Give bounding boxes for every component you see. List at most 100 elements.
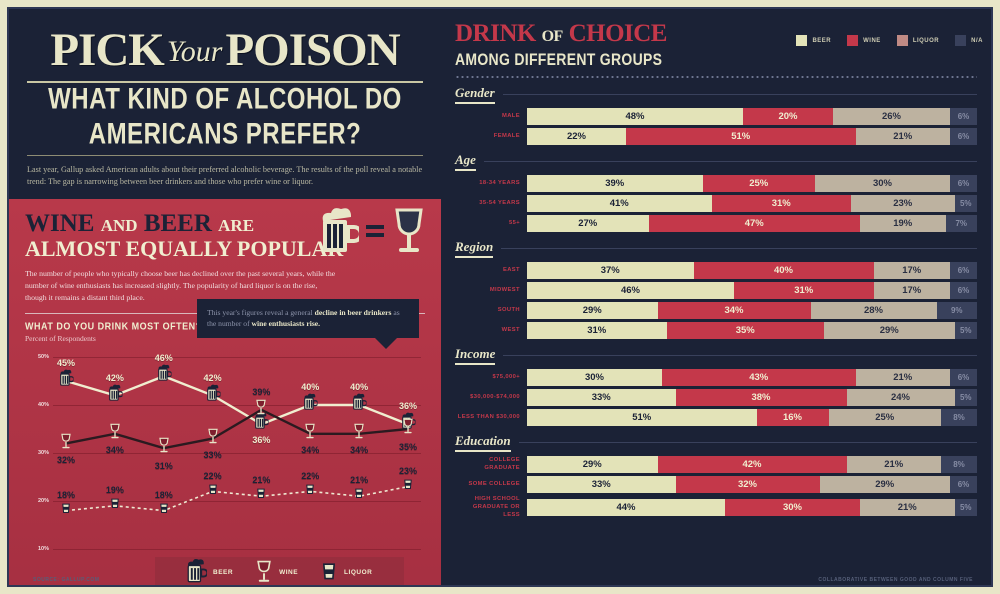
table-row: MIDWEST 46% 31% 17% 6% xyxy=(455,282,977,299)
group-header: Gender xyxy=(455,85,977,104)
bar-segment-na: 5% xyxy=(954,499,977,517)
data-point-beer xyxy=(352,393,368,417)
bar-segment-liquor: 17% xyxy=(873,262,950,279)
gridline xyxy=(53,453,421,455)
row-label: EAST xyxy=(502,266,520,273)
data-label: 34% xyxy=(301,444,320,455)
callout-text: This year's figures reveal a general dec… xyxy=(207,307,400,328)
group-gender: Gender MALE 48% 20% 26% 6% FEMALE 22% 51% 21% 6% xyxy=(455,85,977,145)
data-point-wine xyxy=(108,422,121,445)
table-row: MALE 48% 20% 26% 6% xyxy=(455,108,977,125)
table-row: 18-34 YEARS 39% 25% 30% 6% xyxy=(455,175,977,192)
beer-mug-icon xyxy=(187,559,207,583)
bar-segment-beer: 22% xyxy=(527,128,626,145)
y-axis-tick: 40% xyxy=(37,402,49,409)
data-point-liquor xyxy=(256,486,267,507)
y-axis-tick: 10% xyxy=(37,546,49,553)
stacked-bar: 31% 35% 29% 5% xyxy=(527,322,977,339)
data-point-liquor xyxy=(61,500,72,521)
bar-segment-beer: 46% xyxy=(527,282,734,299)
headline-are: ARE xyxy=(218,215,255,235)
group-rule xyxy=(501,248,977,249)
group-rows: $75,000+ 30% 43% 21% 6% $30,000-$74,000 33% 38%… xyxy=(455,369,977,426)
data-label: 40% xyxy=(350,382,369,393)
group-rule xyxy=(483,161,977,162)
bar-segment-beer: 30% xyxy=(527,369,662,386)
stacked-bar: 39% 25% 30% 6% xyxy=(527,175,977,192)
group-rule xyxy=(503,355,977,356)
bar-segment-wine: 40% xyxy=(693,262,874,279)
gridline xyxy=(53,405,421,407)
data-point-beer xyxy=(303,393,319,417)
group-region: Region EAST 37% 40% 17% 6% MIDWEST 46% 31% 17% 6% S… xyxy=(455,239,977,339)
liquor-glass-icon xyxy=(322,563,336,580)
bar-segment-liquor: 30% xyxy=(815,175,950,192)
data-point-liquor xyxy=(158,500,169,521)
row-label: MIDWEST xyxy=(489,286,520,293)
stacked-bar: 29% 34% 28% 9% xyxy=(527,302,977,319)
equals-icon xyxy=(366,224,384,237)
bar-segment-wine: 43% xyxy=(662,369,856,386)
group-title: Age xyxy=(455,152,476,171)
table-row: SOME COLLEGE 33% 32% 29% 6% xyxy=(455,476,977,493)
bar-segment-na: 6% xyxy=(950,175,977,192)
bar-segment-wine: 38% xyxy=(675,389,847,406)
chart-legend-wine-label: WINE xyxy=(279,568,299,576)
data-label: 39% xyxy=(252,386,271,397)
legend-label: LIQUOR xyxy=(912,37,940,44)
group-income: Income $75,000+ 30% 43% 21% 6% $30,000-$74,000… xyxy=(455,346,977,426)
title-divider xyxy=(27,81,423,83)
bar-segment-beer: 33% xyxy=(527,389,676,406)
row-label: 18-34 YEARS xyxy=(479,179,520,186)
bar-segment-na: 9% xyxy=(936,302,977,319)
bar-segment-beer: 39% xyxy=(527,175,703,192)
group-header: Education xyxy=(455,433,977,452)
subtitle-divider xyxy=(27,155,423,156)
bar-segment-liquor: 28% xyxy=(810,302,937,319)
data-label: 32% xyxy=(56,454,76,465)
chart-question: WHAT DO YOU DRINK MOST OFTEN? xyxy=(25,320,202,332)
data-label: 18% xyxy=(154,489,173,500)
data-label: 42% xyxy=(203,372,222,383)
group-age: Age 18-34 YEARS 39% 25% 30% 6% 35-54 YEARS 41% 3… xyxy=(455,152,977,232)
bar-segment-wine: 32% xyxy=(675,476,820,493)
page-subtitle: WHAT KIND OF ALCOHOL DO AMERICANS PREFER… xyxy=(48,82,402,151)
bar-segment-na: 8% xyxy=(941,456,977,473)
bar-segment-na: 6% xyxy=(950,128,977,145)
data-point-beer xyxy=(59,369,75,393)
table-row: WEST 31% 35% 29% 5% xyxy=(455,322,977,339)
data-point-wine xyxy=(353,422,366,445)
table-row: $30,000-$74,000 33% 38% 24% 5% xyxy=(455,389,977,406)
group-rows: COLLEGE GRADUATE 29% 42% 21% 8% SOME COLLEGE 3… xyxy=(455,456,977,519)
y-axis-tick: 50% xyxy=(37,354,49,361)
bar-segment-na: 6% xyxy=(950,476,977,493)
gridline xyxy=(53,357,421,359)
legend-item-beer: BEER xyxy=(796,35,831,46)
bar-segment-na: 7% xyxy=(945,215,977,232)
headline-beer: BEER xyxy=(143,209,212,237)
data-point-beer xyxy=(205,384,221,407)
stacked-bar: 33% 32% 29% 6% xyxy=(527,476,977,493)
left-panel: PICK YourPOISON WHAT KIND OF ALCOHOL DO A… xyxy=(9,9,441,585)
group-rows: EAST 37% 40% 17% 6% MIDWEST 46% 31% 17% 6% SOUTH 29… xyxy=(455,262,977,339)
bar-segment-liquor: 21% xyxy=(855,369,950,386)
row-label: SOUTH xyxy=(497,306,520,313)
chart-lines xyxy=(65,375,409,512)
bar-segment-liquor: 25% xyxy=(828,409,941,426)
row-label: COLLEGE GRADUATE xyxy=(484,456,520,471)
beer-mug-icon xyxy=(322,207,359,252)
table-row: HIGH SCHOOL GRADUATE OR LESS 44% 30% 21% 5% xyxy=(455,496,977,519)
line-chart: 0%10%20%30%40%50%19971999200220032005200… xyxy=(25,349,425,585)
bar-segment-liquor: 21% xyxy=(855,128,950,145)
page-title: PICK YourPOISON xyxy=(27,27,423,74)
bar-segment-na: 6% xyxy=(950,262,977,279)
bar-segment-liquor: 21% xyxy=(860,499,955,517)
row-label: MALE xyxy=(501,112,520,119)
data-label: 36% xyxy=(252,435,271,446)
table-row: 35-54 YEARS 41% 31% 23% 5% xyxy=(455,195,977,212)
legend-swatch-icon xyxy=(955,35,967,46)
feature-headline: WINE AND BEER ARE ALMOST EQUALLY POPULAR xyxy=(25,209,425,260)
red-feature-block: WINE AND BEER ARE ALMOST EQUALLY POPULAR… xyxy=(9,198,441,585)
stacked-bar: 33% 38% 24% 5% xyxy=(527,389,977,406)
group-header: Income xyxy=(455,346,977,365)
